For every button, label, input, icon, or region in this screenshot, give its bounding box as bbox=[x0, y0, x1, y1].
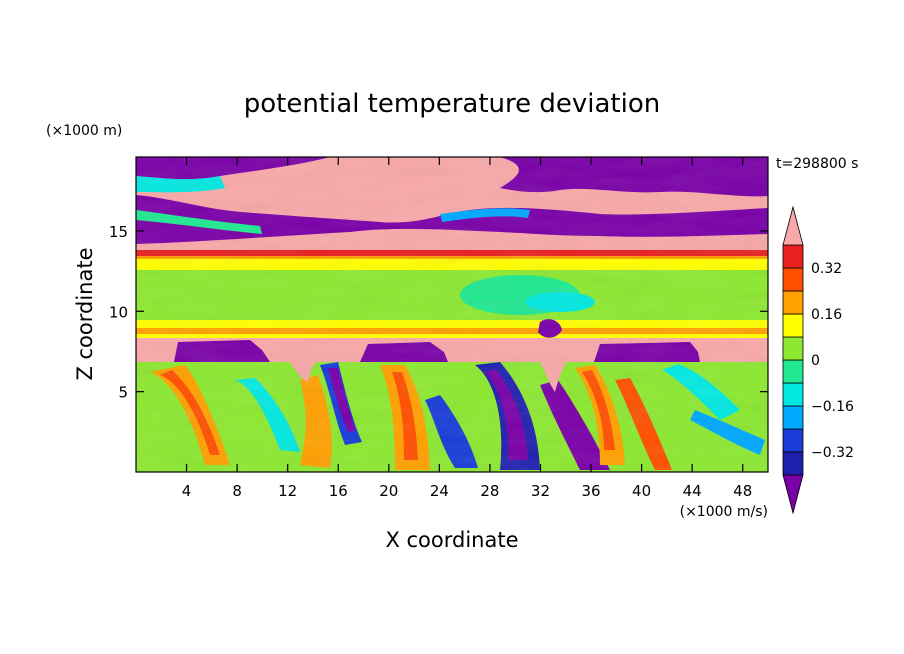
x-axis-label: X coordinate bbox=[385, 528, 518, 552]
y-unit-label: (×1000 m) bbox=[46, 123, 122, 139]
y-tick-label: 15 bbox=[109, 223, 128, 241]
colorbar-segment bbox=[782, 359, 804, 384]
x-tick-label: 48 bbox=[733, 482, 752, 500]
x-tick-label: 36 bbox=[581, 482, 600, 500]
colorbar-label: 0 bbox=[811, 353, 820, 369]
time-label: t=298800 s bbox=[776, 156, 858, 172]
colorbar-segment bbox=[782, 313, 804, 338]
x-tick-label: 4 bbox=[182, 482, 192, 500]
colorbar: 0.32 0.16 0 −0.16 −0.32 bbox=[782, 205, 854, 515]
colorbar-segment bbox=[782, 451, 804, 476]
colorbar-label: 0.16 bbox=[811, 307, 842, 323]
field-area bbox=[136, 157, 768, 472]
colorbar-label: 0.32 bbox=[811, 261, 842, 277]
colorbar-extend-top bbox=[782, 205, 804, 246]
colorbar-segment bbox=[782, 244, 804, 269]
x-tick-label: 32 bbox=[531, 482, 550, 500]
colorbar-label: −0.16 bbox=[811, 399, 854, 415]
x-tick-label: 28 bbox=[480, 482, 499, 500]
x-tick-label: 20 bbox=[379, 482, 398, 500]
y-tick-label: 5 bbox=[118, 384, 128, 402]
colorbar-segment bbox=[782, 290, 804, 315]
colorbar-segment bbox=[782, 336, 804, 361]
x-unit-label: (×1000 m/s) bbox=[680, 504, 768, 520]
colorbar-extend-bottom bbox=[782, 474, 804, 515]
x-tick-label: 8 bbox=[232, 482, 242, 500]
texture-overlay bbox=[136, 157, 768, 472]
colorbar-segment bbox=[782, 382, 804, 407]
y-axis: 5 10 15 bbox=[109, 223, 768, 402]
colorbar-segment bbox=[782, 267, 804, 292]
x-tick-label: 44 bbox=[683, 482, 702, 500]
x-axis: 4 8 12 16 20 24 28 32 36 40 44 48 bbox=[182, 157, 752, 500]
x-tick-label: 16 bbox=[329, 482, 348, 500]
x-tick-label: 24 bbox=[430, 482, 449, 500]
y-axis-label: Z coordinate bbox=[73, 247, 97, 380]
colorbar-label: −0.32 bbox=[811, 445, 854, 461]
y-tick-label: 10 bbox=[109, 303, 128, 321]
chart-title: potential temperature deviation bbox=[244, 89, 660, 119]
colorbar-segment bbox=[782, 405, 804, 430]
x-tick-label: 12 bbox=[278, 482, 297, 500]
plot-frame bbox=[135, 156, 769, 473]
colorbar-segment bbox=[782, 428, 804, 453]
x-tick-label: 40 bbox=[632, 482, 651, 500]
